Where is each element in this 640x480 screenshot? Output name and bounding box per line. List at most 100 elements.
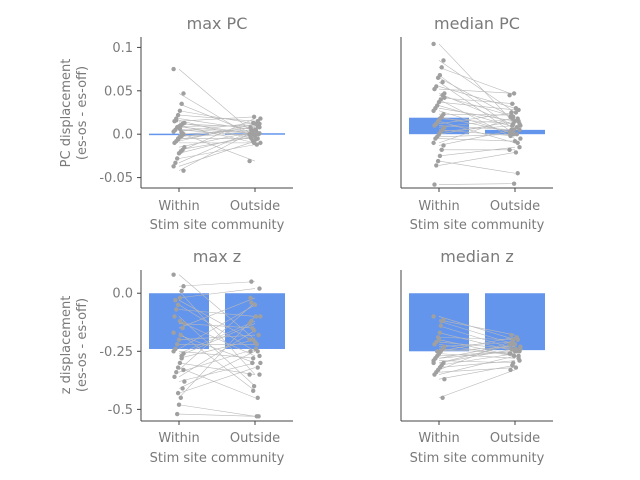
pair-line <box>438 120 516 135</box>
pair-line <box>438 160 516 174</box>
data-point <box>247 158 252 164</box>
pair-line <box>178 351 256 359</box>
data-point <box>441 58 446 63</box>
pair-line <box>178 362 256 375</box>
data-point <box>509 332 514 338</box>
pair-line <box>178 128 256 134</box>
pair-line <box>178 118 256 152</box>
data-point <box>251 383 257 389</box>
data-point <box>436 337 442 342</box>
data-point <box>175 390 181 396</box>
data-point <box>515 171 520 176</box>
pair-line <box>438 112 516 125</box>
data-point <box>440 395 445 400</box>
data-point <box>516 118 521 124</box>
pair-line <box>438 351 516 359</box>
data-point <box>251 356 256 361</box>
data-point <box>255 395 260 400</box>
pair-line <box>438 118 516 125</box>
data-point <box>508 131 513 137</box>
pair-line <box>178 348 256 373</box>
pair-line <box>438 319 516 336</box>
data-point <box>439 318 444 324</box>
data-point <box>175 112 181 118</box>
bar <box>485 293 545 351</box>
data-point <box>518 346 523 352</box>
data-point <box>516 353 521 359</box>
pair-line <box>178 116 256 122</box>
data-point <box>439 147 444 153</box>
pair-line <box>178 120 256 140</box>
pair-line <box>438 81 516 135</box>
pair-line <box>438 320 516 345</box>
pair-line <box>178 290 256 375</box>
data-point <box>247 337 252 342</box>
pair-line <box>438 97 516 105</box>
data-point <box>431 314 436 319</box>
data-point <box>511 181 517 186</box>
data-point <box>173 160 178 166</box>
data-point <box>181 367 186 373</box>
data-point <box>511 114 516 120</box>
x-axis-label: Stim site community <box>410 451 545 466</box>
data-point <box>179 101 184 107</box>
data-point <box>432 182 437 187</box>
pair-line <box>438 101 516 111</box>
pair-line <box>178 144 256 159</box>
data-point <box>511 91 517 96</box>
pair-line <box>438 364 516 380</box>
pair-line <box>178 339 256 359</box>
data-point <box>253 314 259 319</box>
data-point <box>172 314 177 319</box>
data-point <box>172 140 177 146</box>
pair-line <box>438 60 516 113</box>
x-tick-label: Within <box>158 199 199 214</box>
pair-line <box>178 351 256 389</box>
data-point <box>509 127 514 133</box>
y-axis-label: z displacement <box>59 296 74 395</box>
pair-line <box>178 304 256 352</box>
data-point <box>432 86 437 92</box>
y-axis-label: PC displacement <box>59 59 74 168</box>
data-point <box>173 298 178 303</box>
pair-line <box>438 339 516 357</box>
data-point <box>435 75 441 80</box>
pair-line <box>178 110 256 125</box>
data-point <box>431 360 436 366</box>
bar <box>149 133 209 136</box>
data-point <box>507 92 512 98</box>
y-tick-label: 0.0 <box>112 287 133 302</box>
data-point <box>442 376 447 382</box>
data-point <box>257 131 262 136</box>
pair-line <box>178 330 256 378</box>
data-point <box>175 302 181 308</box>
data-point <box>256 332 261 338</box>
pair-line <box>438 133 516 138</box>
data-point <box>171 349 176 354</box>
data-point <box>179 130 184 135</box>
data-point <box>436 99 442 105</box>
x-tick-label: Outside <box>490 199 540 214</box>
data-point <box>176 337 182 342</box>
pair-line <box>178 316 256 387</box>
y-axis-label-unit: (es-os - es-off) <box>75 298 90 392</box>
pair-line <box>178 140 256 167</box>
data-point <box>178 332 183 338</box>
data-point <box>432 342 437 347</box>
data-point <box>439 65 444 70</box>
x-axis-label: Stim site community <box>150 451 285 466</box>
data-point <box>438 323 443 328</box>
pair-line <box>178 130 256 171</box>
data-point <box>517 145 522 150</box>
data-point <box>517 358 522 363</box>
data-point <box>179 288 184 294</box>
data-point <box>251 114 257 120</box>
data-point <box>518 123 523 128</box>
data-point <box>175 137 181 142</box>
y-tick-label: 0.05 <box>104 84 133 99</box>
y-tick-label: -0.5 <box>108 403 133 418</box>
data-point <box>177 126 183 132</box>
x-axis-label: Stim site community <box>150 218 285 233</box>
data-point <box>180 386 185 391</box>
